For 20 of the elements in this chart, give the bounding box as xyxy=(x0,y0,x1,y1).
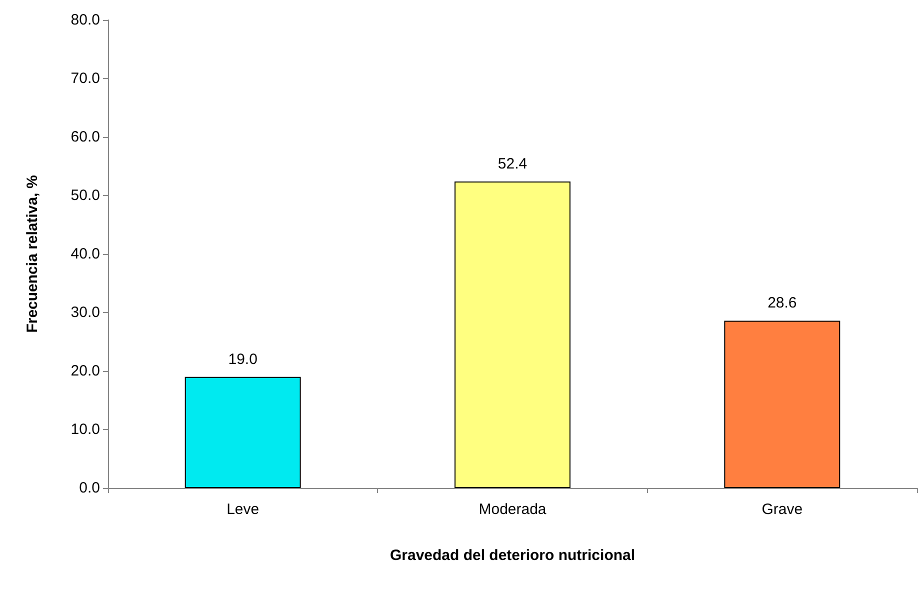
y-tick-label: 80.0 xyxy=(70,12,100,28)
bar xyxy=(184,376,301,488)
x-tick-label: Grave xyxy=(762,501,803,518)
y-tick-label: 50.0 xyxy=(70,187,100,204)
y-tick-label: 20.0 xyxy=(70,362,100,380)
data-label: 19.0 xyxy=(228,350,258,368)
x-tick-label: Moderada xyxy=(478,501,547,518)
y-tick-label: 30.0 xyxy=(70,304,100,321)
y-tick-label: 70.0 xyxy=(70,70,100,87)
data-label: 28.6 xyxy=(768,294,797,312)
y-tick-label: 40.0 xyxy=(70,246,100,262)
x-axis-title: Gravedad del deterioro nutricional xyxy=(390,547,636,564)
y-tick-label: 60.0 xyxy=(70,128,100,146)
y-tick-label: 10.0 xyxy=(70,421,100,438)
x-tick-label: Leve xyxy=(226,501,260,518)
data-label: 52.4 xyxy=(498,155,528,172)
y-tick-label: 0.0 xyxy=(79,480,100,496)
bar xyxy=(724,320,840,488)
y-axis-title: Frecuencia relativa, % xyxy=(24,175,41,333)
bar xyxy=(454,181,570,488)
